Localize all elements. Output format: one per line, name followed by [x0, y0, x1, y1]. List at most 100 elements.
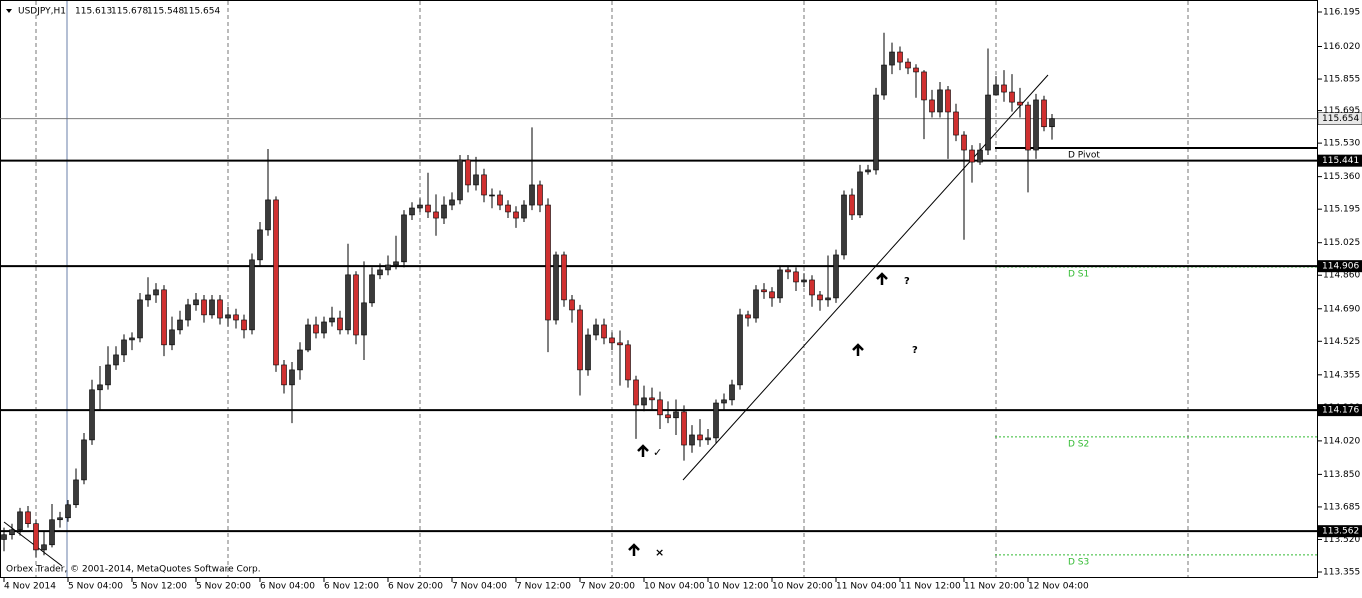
annotation-text: ? — [904, 276, 910, 287]
y-tick-label: 115.695 — [1323, 106, 1360, 116]
candle-body — [713, 402, 719, 439]
candle-body — [577, 309, 583, 371]
candle-body — [265, 199, 271, 231]
candle-body — [417, 204, 423, 209]
candle-body — [969, 149, 975, 163]
candle-body — [833, 254, 839, 299]
pivot-label: D S1 — [1068, 269, 1089, 279]
y-tick-label: 114.860 — [1323, 271, 1360, 281]
candle-body — [17, 511, 23, 531]
candle-body — [169, 329, 175, 346]
candle-body — [81, 439, 87, 481]
candle-body — [1041, 99, 1047, 128]
candle-body — [241, 319, 247, 331]
candle-body — [881, 64, 887, 96]
candle-body — [641, 397, 647, 406]
price-box — [1318, 260, 1362, 273]
candle-body — [121, 339, 127, 356]
candle-body — [673, 411, 679, 419]
candle-body — [609, 337, 615, 344]
footer: Orbex Trader, © 2001-2014, MetaQuotes So… — [6, 565, 261, 575]
candle-body — [273, 199, 279, 366]
y-tick-label: 114.525 — [1323, 337, 1360, 347]
candle-body — [561, 254, 567, 301]
price-box-label: 115.441 — [1322, 156, 1359, 166]
candle-body — [465, 159, 471, 186]
candle-body — [225, 314, 231, 319]
candle-body — [89, 389, 95, 441]
candle-body — [657, 399, 663, 416]
price-box-label: 113.562 — [1322, 527, 1359, 537]
candle-body — [961, 134, 967, 151]
candle-body — [73, 479, 79, 506]
candle-body — [521, 204, 527, 219]
arrow-up — [876, 272, 888, 285]
candle-body — [337, 317, 343, 331]
y-tick-label: 115.195 — [1323, 205, 1360, 215]
arrow-up — [628, 543, 640, 556]
candle-body — [217, 299, 223, 319]
y-tick-label: 115.855 — [1323, 75, 1360, 85]
candle-body — [865, 169, 871, 173]
candle-body — [721, 399, 727, 404]
candle-body — [601, 324, 607, 339]
candle-body — [809, 279, 815, 296]
x-tick-label: 5 Nov 20:00 — [196, 582, 251, 592]
candle-body — [905, 61, 911, 69]
candle-body — [513, 211, 519, 219]
candle-body — [569, 299, 575, 311]
candle-body — [113, 354, 119, 366]
price-box-label: 114.906 — [1322, 262, 1359, 272]
candle-body — [457, 159, 463, 201]
candle-body — [209, 299, 215, 316]
candle-body — [665, 414, 671, 419]
candle-body — [153, 289, 159, 296]
arrow-up — [637, 444, 649, 457]
candle-body — [625, 344, 631, 381]
x-tick-label: 11 Nov 20:00 — [964, 582, 1025, 592]
y-tick-label: 113.355 — [1323, 568, 1360, 578]
candle-body — [1017, 101, 1023, 106]
candle-body — [801, 279, 807, 283]
menu-triangle[interactable] — [6, 9, 12, 13]
candle-body — [937, 89, 943, 113]
annotations: ? ? ✓ × — [628, 272, 918, 559]
x-tick-label: 4 Nov 2014 — [4, 582, 56, 592]
candle-body — [889, 51, 895, 66]
candle-body — [353, 274, 359, 336]
y-tick-label: 113.685 — [1323, 502, 1360, 512]
ohlc-open: 115.613 — [75, 7, 112, 17]
y-tick-label: 116.020 — [1323, 42, 1360, 52]
candle-body — [497, 194, 503, 206]
candle-body — [369, 274, 375, 304]
candle-body — [65, 504, 71, 519]
trend-line — [3, 521, 63, 567]
symbol-label: USDJPY,H1 — [18, 7, 66, 17]
candle-body — [953, 111, 959, 136]
y-tick-label: 113.850 — [1323, 470, 1360, 480]
x-tick-label: 7 Nov 12:00 — [516, 582, 571, 592]
candle-body — [689, 434, 695, 446]
y-tick-label: 114.020 — [1323, 436, 1360, 446]
candle-body — [185, 304, 191, 321]
candle-body — [769, 291, 775, 299]
x-tick-label: 10 Nov 12:00 — [708, 582, 769, 592]
bid-box-label: 115.654 — [1322, 114, 1359, 124]
candle-body — [785, 269, 791, 273]
ohlc-low: 115.548 — [147, 7, 184, 17]
candle-body — [729, 384, 735, 401]
candle-body — [537, 184, 543, 206]
candle-body — [793, 271, 799, 283]
y-tick-label: 114.690 — [1323, 304, 1360, 314]
candle-body — [361, 302, 367, 336]
candle-body — [737, 314, 743, 386]
price-box-label: 114.176 — [1322, 406, 1359, 416]
candle-body — [393, 261, 399, 266]
y-tick-label: 115.360 — [1323, 172, 1360, 182]
candle-body — [9, 529, 15, 536]
price-box — [1318, 154, 1362, 167]
candle-body — [897, 51, 903, 63]
pivot-label: D S2 — [1068, 439, 1089, 449]
candle-body — [825, 297, 831, 301]
